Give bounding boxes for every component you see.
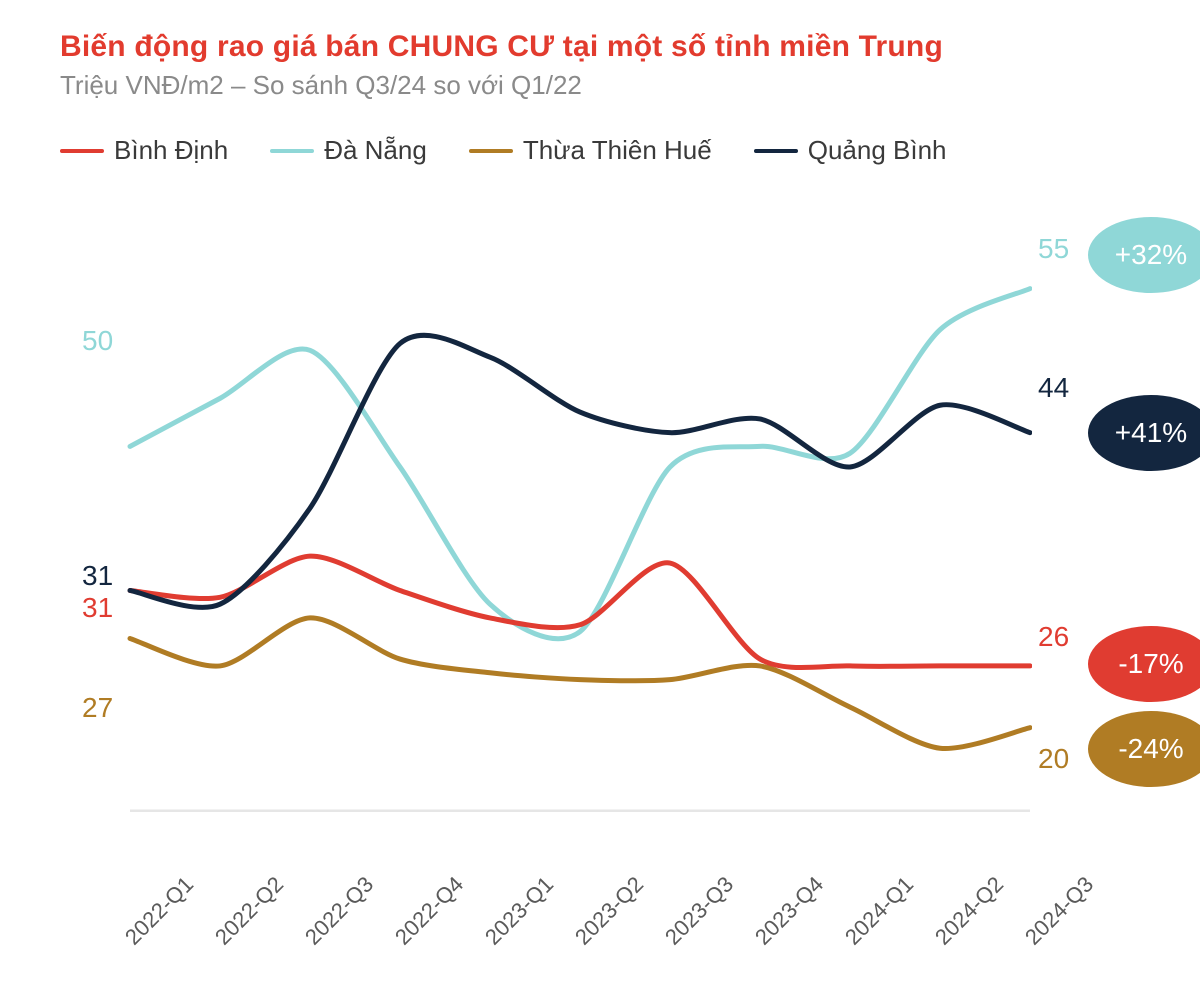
x-tick-label: 2022-Q4 (390, 871, 469, 950)
x-tick-label: 2024-Q2 (930, 871, 1009, 950)
x-tick-label: 2022-Q2 (210, 871, 289, 950)
legend-item: Bình Định (60, 135, 228, 166)
legend-item: Đà Nẵng (270, 135, 427, 166)
start-value-label: 50 (82, 325, 113, 357)
x-tick-label: 2023-Q2 (570, 871, 649, 950)
x-tick-label: 2024-Q1 (840, 871, 919, 950)
legend-swatch (60, 149, 104, 153)
series-line (130, 556, 1030, 667)
x-tick-label: 2022-Q3 (300, 871, 379, 950)
legend-label: Bình Định (114, 135, 228, 166)
x-tick-label: 2024-Q3 (1020, 871, 1099, 950)
x-tick-label: 2023-Q4 (750, 871, 829, 950)
chart-subtitle: Triệu VNĐ/m2 – So sánh Q3/24 so với Q1/2… (60, 70, 1160, 101)
pct-change-badge: -17% (1088, 626, 1200, 702)
start-value-label: 31 (82, 592, 113, 624)
legend-item: Quảng Bình (754, 135, 947, 166)
legend-label: Thừa Thiên Huế (523, 135, 712, 166)
legend-label: Quảng Bình (808, 135, 947, 166)
x-tick-label: 2023-Q1 (480, 871, 559, 950)
x-tick-label: 2023-Q3 (660, 871, 739, 950)
series-line (130, 289, 1030, 639)
legend-swatch (754, 149, 798, 153)
end-value-label: 44 (1038, 372, 1069, 404)
chart-area: 2022-Q12022-Q22022-Q32022-Q42023-Q12023-… (60, 210, 1140, 970)
series-line (130, 618, 1030, 749)
series-line (130, 335, 1030, 607)
pct-change-badge: -24% (1088, 711, 1200, 787)
end-value-label: 20 (1038, 743, 1069, 775)
x-tick-label: 2022-Q1 (120, 871, 199, 950)
pct-change-badge: +41% (1088, 395, 1200, 471)
start-value-label: 27 (82, 692, 113, 724)
x-axis: 2022-Q12022-Q22022-Q32022-Q42023-Q12023-… (60, 832, 1140, 982)
chart-svg (60, 210, 1032, 812)
end-value-label: 26 (1038, 621, 1069, 653)
chart-title: Biến động rao giá bán CHUNG CƯ tại một s… (60, 30, 1160, 64)
pct-change-badge: +32% (1088, 217, 1200, 293)
legend-swatch (270, 149, 314, 153)
start-value-label: 31 (82, 560, 113, 592)
legend: Bình Định Đà Nẵng Thừa Thiên Huế Quảng Bình (60, 135, 1160, 166)
legend-swatch (469, 149, 513, 153)
end-value-label: 55 (1038, 233, 1069, 265)
legend-label: Đà Nẵng (324, 135, 427, 166)
legend-item: Thừa Thiên Huế (469, 135, 712, 166)
